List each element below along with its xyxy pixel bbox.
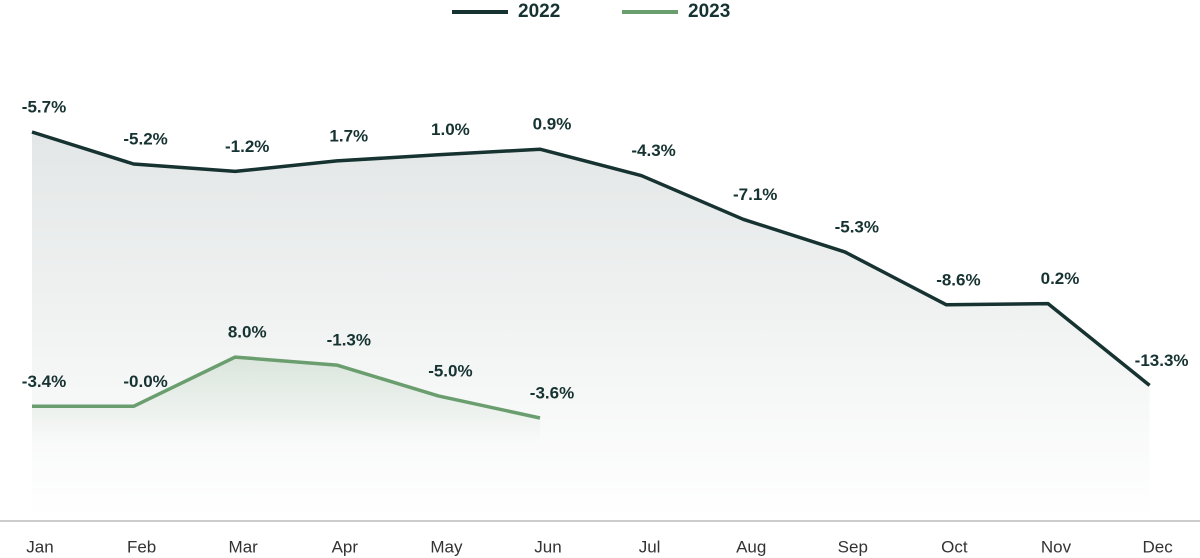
data-label: 8.0% [228,323,267,342]
x-tick-label: Aug [736,537,766,556]
x-tick-label: May [430,537,463,556]
data-label: -3.4% [22,372,66,391]
data-label: 1.0% [431,120,470,139]
x-tick-label: Dec [1142,537,1173,556]
line [32,355,541,420]
data-label: -0.0% [123,372,167,391]
data-label: -8.6% [936,270,980,289]
data-label: 0.9% [533,115,572,134]
x-tick-label: Jun [534,537,561,556]
data-label: -1.3% [327,331,371,350]
data-label: -5.2% [123,129,167,148]
data-label: 1.7% [329,126,368,145]
data-label: -13.3% [1135,351,1189,370]
data-label: 0.2% [1041,269,1080,288]
legend-label: 2023 [688,1,730,22]
area [32,132,1150,520]
line [31,130,1151,387]
x-tick-label: Jul [639,537,661,556]
data-label: -4.3% [631,141,675,160]
x-tick-label: Apr [332,537,359,556]
x-tick-label: Nov [1041,537,1072,556]
data-label: -5.0% [428,361,472,380]
x-tick-label: Jan [26,537,53,556]
x-tick-label: Oct [941,537,968,556]
data-label: -5.7% [22,97,66,116]
data-label: -3.6% [530,383,574,402]
x-tick-label: Sep [838,537,868,556]
data-label: -5.3% [835,217,879,236]
x-tick-label: Feb [127,537,156,556]
data-label: -1.2% [225,137,269,156]
area [32,357,540,445]
x-tick-label: Mar [229,537,259,556]
data-label: -7.1% [733,185,777,204]
legend-label: 2022 [518,1,560,22]
